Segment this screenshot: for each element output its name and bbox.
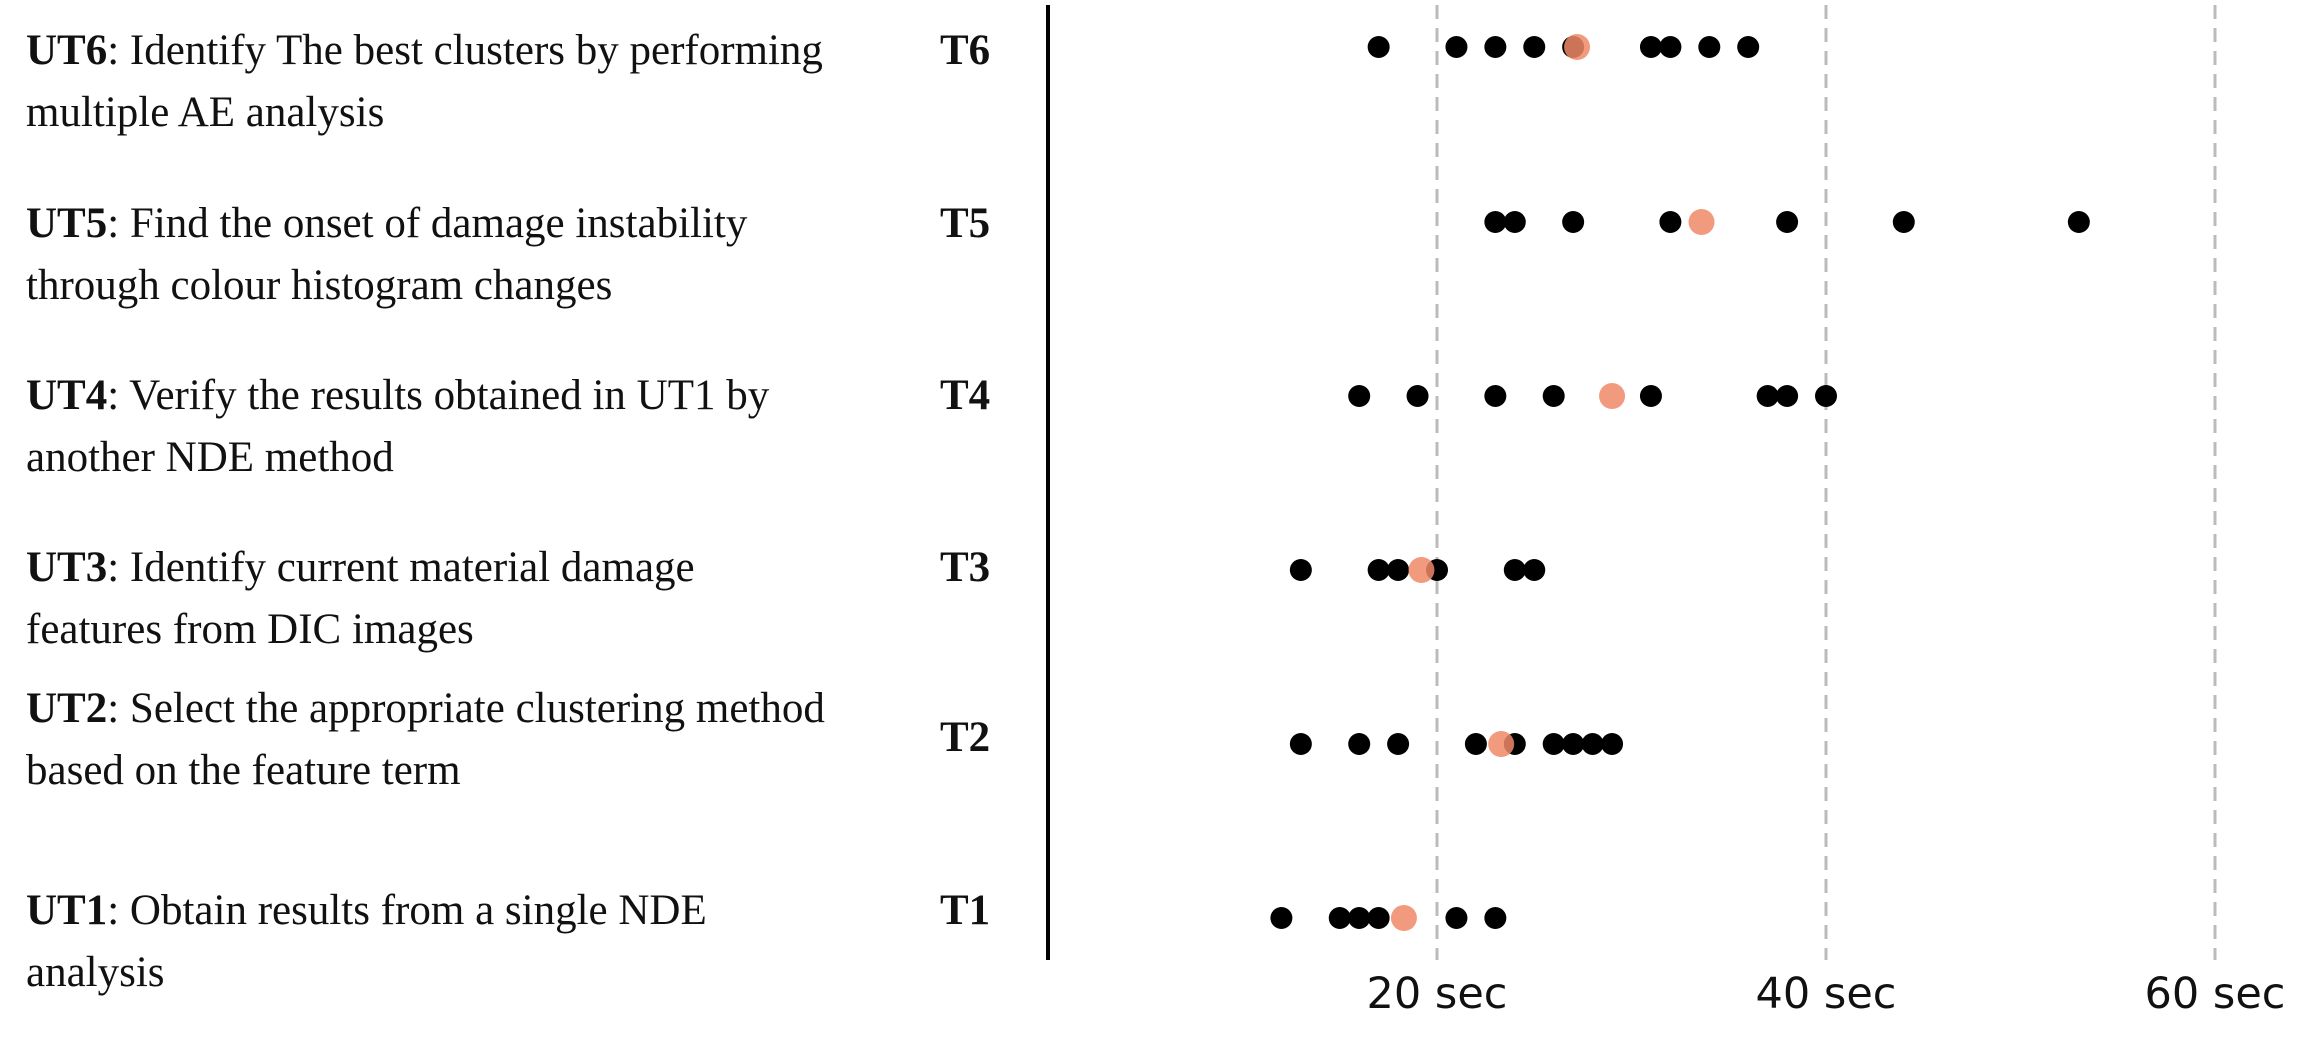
task-label-t3: T3 xyxy=(940,544,991,591)
data-point xyxy=(1542,385,1565,407)
data-point xyxy=(1328,907,1351,929)
data-point xyxy=(1639,385,1662,407)
task-code: UT6 xyxy=(26,27,108,74)
data-point xyxy=(1776,211,1799,233)
task-label-t5: T5 xyxy=(940,200,991,247)
data-point xyxy=(1523,559,1546,581)
task-code: UT5 xyxy=(26,200,108,247)
data-point xyxy=(1270,907,1293,929)
task-description-ut6: UT6: Identify The best clusters by perfo… xyxy=(26,20,926,144)
data-point xyxy=(1367,907,1390,929)
data-point xyxy=(1503,211,1526,233)
data-point xyxy=(1445,907,1468,929)
data-point xyxy=(1581,733,1604,755)
x-tick-labels: 20 sec 40 sec 60 sec xyxy=(1367,969,2286,1019)
data-point xyxy=(1639,36,1662,58)
data-point xyxy=(1815,385,1837,407)
data-point xyxy=(1484,385,1507,407)
task-label-t6: T6 xyxy=(940,27,991,74)
task-description-ut4: UT4: Verify the results obtained in UT1 … xyxy=(26,365,926,489)
data-point xyxy=(1367,559,1390,581)
mean-point xyxy=(1408,557,1435,583)
task-description-ut3: UT3: Identify current material damage fe… xyxy=(26,537,926,661)
data-point xyxy=(1387,733,1410,755)
task-text: : Select the appropriate clustering meth… xyxy=(107,685,825,732)
data-point xyxy=(1562,733,1585,755)
data-point xyxy=(1756,385,1779,407)
data-point xyxy=(1484,36,1507,58)
x-tick-label: 20 sec xyxy=(1367,969,1508,1019)
data-point xyxy=(1698,36,1721,58)
data-point xyxy=(1659,211,1682,233)
data-point xyxy=(1776,385,1799,407)
task-text-line2: based on the feature term xyxy=(26,747,461,794)
task-label-t4: T4 xyxy=(940,372,991,419)
data-point xyxy=(1503,559,1526,581)
task-code: UT1 xyxy=(26,887,108,934)
task-text-line2: through colour histogram changes xyxy=(26,262,613,309)
data-point xyxy=(1387,559,1410,581)
data-point xyxy=(1542,733,1565,755)
task-description-ut2: UT2: Select the appropriate clustering m… xyxy=(26,678,926,802)
data-point xyxy=(1348,907,1371,929)
task-code: UT3 xyxy=(26,544,108,591)
task-text: : Identify The best clusters by performi… xyxy=(107,27,823,74)
data-points xyxy=(1270,34,2090,931)
data-point xyxy=(1348,733,1371,755)
data-point xyxy=(1484,907,1507,929)
mean-point xyxy=(1599,383,1626,409)
data-point xyxy=(1737,36,1760,58)
mean-point xyxy=(1390,905,1417,931)
task-text: : Verify the results obtained in UT1 by xyxy=(107,372,770,419)
x-tick-label: 60 sec xyxy=(2145,969,2286,1019)
task-label-t1: T1 xyxy=(940,887,991,934)
data-point xyxy=(1289,559,1312,581)
task-code: UT4 xyxy=(26,372,108,419)
data-point xyxy=(1523,36,1546,58)
task-text-line2: features from DIC images xyxy=(26,606,474,653)
task-description-ut1: UT1: Obtain results from a single NDE an… xyxy=(26,880,926,1004)
mean-point xyxy=(1564,34,1591,60)
task-description-ut5: UT5: Find the onset of damage instabilit… xyxy=(26,193,926,317)
data-point xyxy=(1659,36,1682,58)
mean-point xyxy=(1488,731,1515,757)
data-point xyxy=(2067,211,2090,233)
mean-point xyxy=(1688,209,1715,235)
data-point xyxy=(1601,733,1624,755)
data-point xyxy=(1464,733,1487,755)
data-point xyxy=(1892,211,1915,233)
data-point xyxy=(1445,36,1468,58)
task-text: : Identify current material damage xyxy=(107,544,695,591)
task-code: UT2 xyxy=(26,685,108,732)
gridlines xyxy=(1435,5,2217,960)
data-point xyxy=(1348,385,1371,407)
task-label-t2: T2 xyxy=(940,714,991,761)
task-text-line2: multiple AE analysis xyxy=(26,89,385,136)
task-text-line2: another NDE method xyxy=(26,434,394,481)
data-point xyxy=(1289,733,1312,755)
data-point xyxy=(1367,36,1390,58)
task-text: : Obtain results from a single NDE xyxy=(107,887,707,934)
x-tick-label: 40 sec xyxy=(1756,969,1897,1019)
data-point xyxy=(1406,385,1429,407)
task-text: : Find the onset of damage instability xyxy=(107,200,748,247)
data-point xyxy=(1562,211,1585,233)
data-point xyxy=(1484,211,1507,233)
task-text-line2: analysis xyxy=(26,949,165,996)
